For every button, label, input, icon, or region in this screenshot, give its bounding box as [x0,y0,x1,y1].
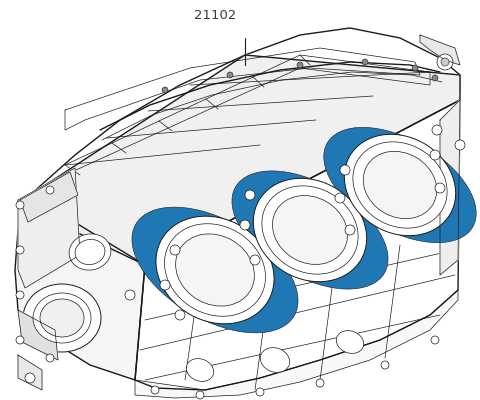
Circle shape [160,280,170,290]
Circle shape [297,62,303,68]
Polygon shape [18,310,58,360]
Circle shape [25,373,35,383]
Polygon shape [18,168,80,288]
Ellipse shape [186,359,214,381]
Circle shape [16,246,24,254]
Ellipse shape [328,131,472,239]
Ellipse shape [273,196,348,264]
Polygon shape [135,100,460,390]
Ellipse shape [324,127,476,243]
Ellipse shape [176,234,254,306]
Circle shape [196,391,204,399]
Circle shape [16,291,24,299]
Circle shape [441,58,449,66]
Circle shape [46,186,54,194]
Circle shape [435,183,445,193]
Ellipse shape [136,211,293,329]
Circle shape [227,72,233,78]
Ellipse shape [237,174,384,286]
Circle shape [432,75,438,81]
Polygon shape [20,172,78,222]
Ellipse shape [262,186,358,274]
Polygon shape [135,290,458,398]
Circle shape [381,361,389,369]
Ellipse shape [344,134,456,236]
Circle shape [16,336,24,344]
Circle shape [256,388,264,396]
Ellipse shape [141,214,289,326]
Polygon shape [30,55,460,265]
Ellipse shape [33,293,91,343]
Circle shape [250,255,260,265]
Ellipse shape [241,178,379,282]
Polygon shape [440,100,460,275]
Circle shape [151,386,159,394]
Circle shape [345,225,355,235]
Text: 21102: 21102 [194,9,236,22]
Ellipse shape [156,216,274,324]
Circle shape [430,150,440,160]
Ellipse shape [69,234,111,270]
Ellipse shape [260,348,290,372]
Polygon shape [420,35,460,65]
Circle shape [125,290,135,300]
Circle shape [431,336,439,344]
Circle shape [412,65,418,71]
Circle shape [340,165,350,175]
Circle shape [46,354,54,362]
Ellipse shape [132,207,298,333]
Circle shape [316,379,324,387]
Circle shape [335,193,345,203]
Ellipse shape [40,299,84,337]
Ellipse shape [333,134,467,236]
Ellipse shape [75,240,105,264]
Circle shape [432,125,442,135]
Polygon shape [18,355,42,390]
Ellipse shape [253,178,367,282]
Ellipse shape [165,224,265,316]
Circle shape [16,201,24,209]
Circle shape [455,140,465,150]
Ellipse shape [232,171,388,289]
Circle shape [245,190,255,200]
Circle shape [162,87,168,93]
Circle shape [240,220,250,230]
Circle shape [175,310,185,320]
Circle shape [437,54,453,70]
Circle shape [170,245,180,255]
Ellipse shape [363,151,437,219]
Circle shape [362,59,368,65]
Ellipse shape [353,142,447,228]
Polygon shape [15,195,145,380]
Ellipse shape [336,331,364,353]
Ellipse shape [23,284,101,352]
